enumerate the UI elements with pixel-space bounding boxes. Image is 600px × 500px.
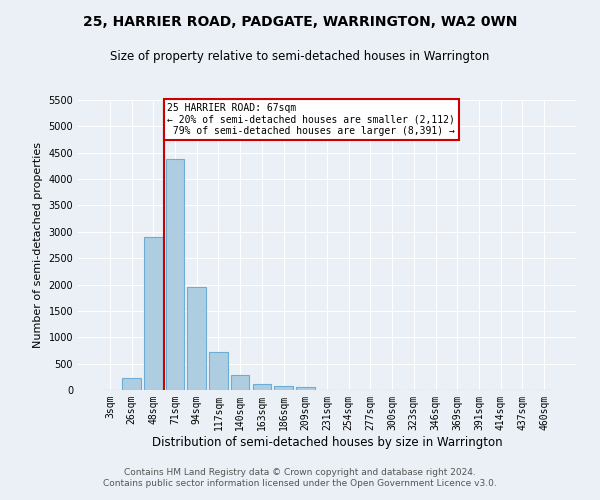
- Bar: [253, 384, 271, 390]
- Text: Size of property relative to semi-detached houses in Warrington: Size of property relative to semi-detach…: [110, 50, 490, 63]
- Bar: [187, 287, 206, 390]
- Text: 25, HARRIER ROAD, PADGATE, WARRINGTON, WA2 0WN: 25, HARRIER ROAD, PADGATE, WARRINGTON, W…: [83, 15, 517, 29]
- Y-axis label: Number of semi-detached properties: Number of semi-detached properties: [33, 142, 43, 348]
- Bar: [122, 378, 141, 390]
- Bar: [144, 237, 163, 390]
- Bar: [296, 387, 314, 390]
- Text: 25 HARRIER ROAD: 67sqm
← 20% of semi-detached houses are smaller (2,112)
 79% of: 25 HARRIER ROAD: 67sqm ← 20% of semi-det…: [167, 102, 455, 136]
- Text: Contains HM Land Registry data © Crown copyright and database right 2024.
Contai: Contains HM Land Registry data © Crown c…: [103, 468, 497, 487]
- Bar: [209, 352, 227, 390]
- Bar: [166, 159, 184, 390]
- X-axis label: Distribution of semi-detached houses by size in Warrington: Distribution of semi-detached houses by …: [152, 436, 502, 448]
- Bar: [274, 386, 293, 390]
- Bar: [231, 375, 250, 390]
